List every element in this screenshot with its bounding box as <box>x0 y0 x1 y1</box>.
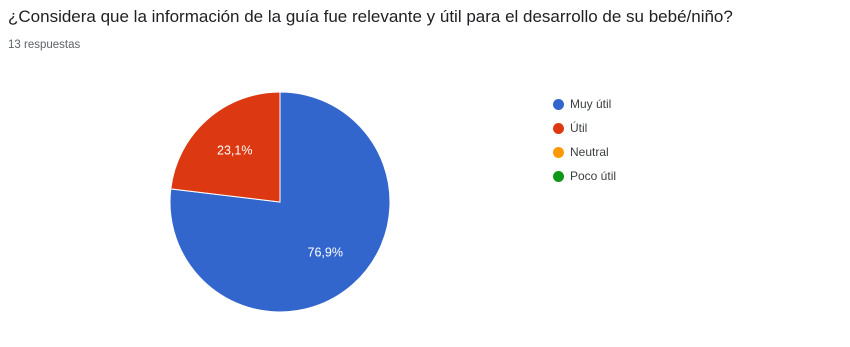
slice-label-2: 23,1% <box>217 143 252 157</box>
legend-label: Neutral <box>570 145 609 159</box>
pie-slice-2 <box>170 91 281 203</box>
slice-label-1: 76,9% <box>308 245 343 259</box>
question-title: ¿Considera que la información de la guía… <box>8 7 733 26</box>
legend-item-1: Muy útil <box>553 92 616 116</box>
legend-label: Poco útil <box>570 169 617 183</box>
legend-label: Muy útil <box>570 97 612 111</box>
legend-item-4: Poco útil <box>553 164 616 188</box>
chart-legend: Muy útil Útil Neutral Poco útil <box>553 92 616 188</box>
legend-item-3: Neutral <box>553 140 616 164</box>
legend-dot-icon <box>553 122 564 134</box>
legend-dot-icon <box>553 98 564 110</box>
legend-item-2: Útil <box>553 116 616 140</box>
response-count: 13 respuestas <box>8 39 81 51</box>
legend-dot-icon <box>553 170 564 182</box>
legend-label: Útil <box>570 121 588 135</box>
legend-dot-icon <box>553 146 564 158</box>
